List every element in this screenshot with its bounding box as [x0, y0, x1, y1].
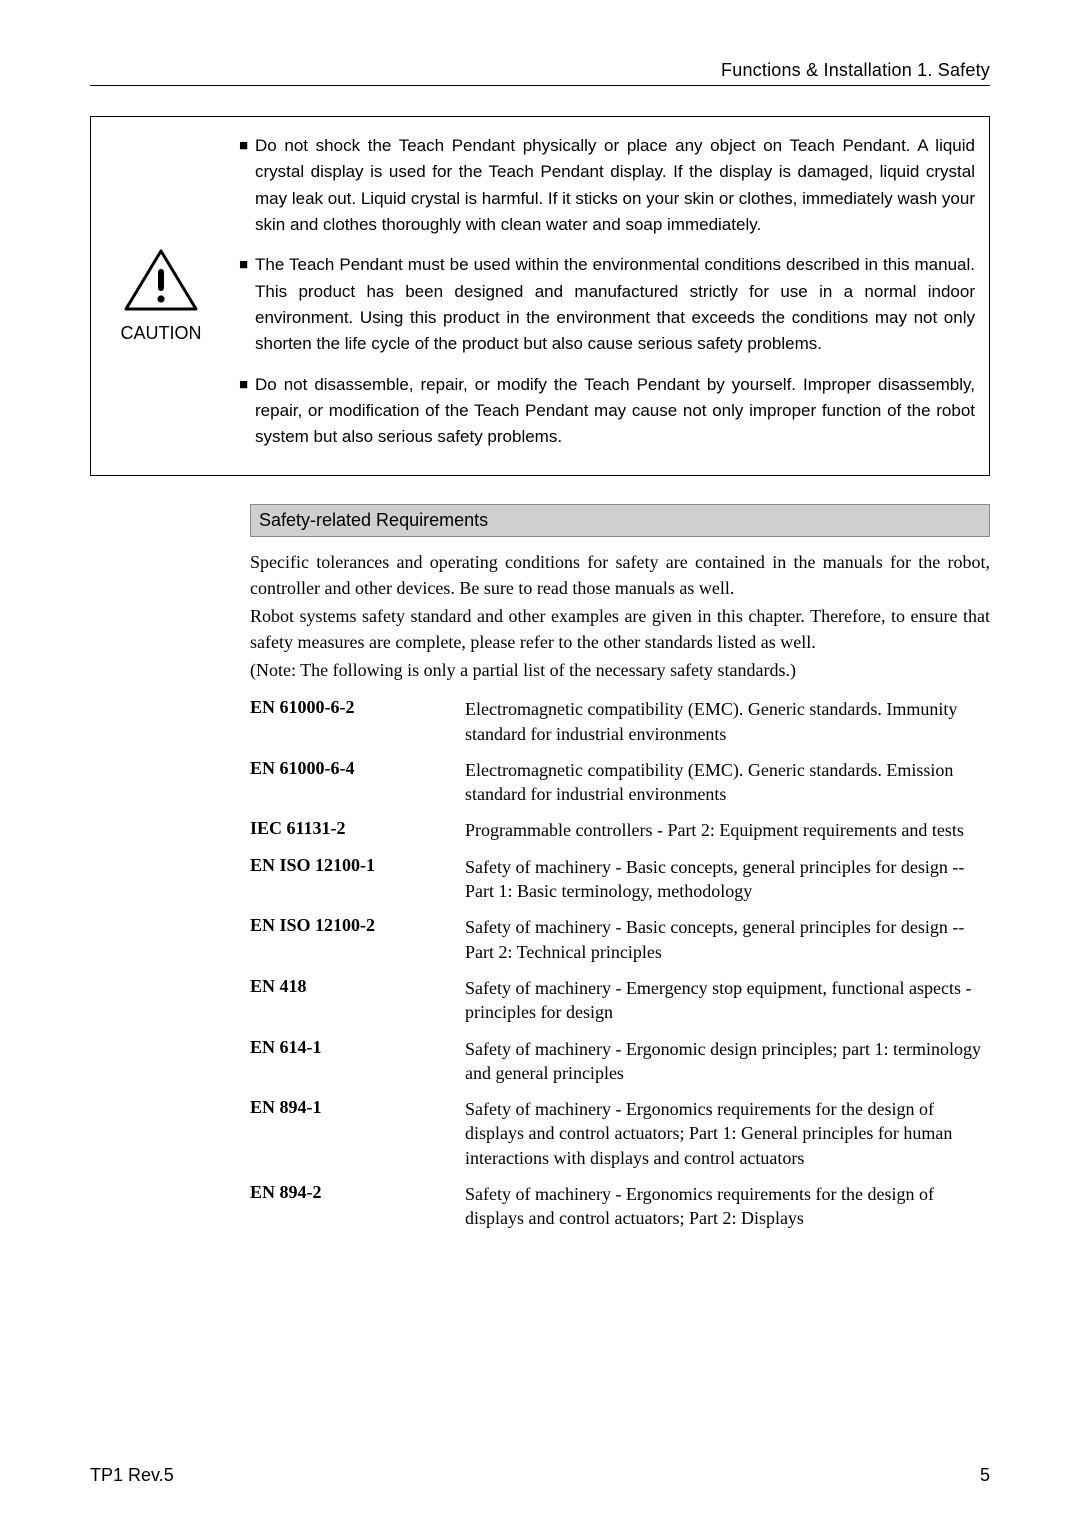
table-row: EN 61000-6-4 Electromagnetic compatibili…	[250, 758, 990, 807]
standard-val: Programmable controllers - Part 2: Equip…	[465, 818, 990, 842]
standard-key: EN ISO 12100-1	[250, 855, 465, 904]
intro-para: Robot systems safety standard and other …	[250, 603, 990, 655]
intro-para: Specific tolerances and operating condit…	[250, 549, 990, 601]
section-title-bar: Safety-related Requirements	[250, 504, 990, 537]
standard-val: Electromagnetic compatibility (EMC). Gen…	[465, 697, 990, 746]
caution-bullet: ■ Do not shock the Teach Pendant physica…	[239, 133, 975, 238]
footer: TP1 Rev.5 5	[90, 1465, 990, 1486]
standard-val: Safety of machinery - Ergonomics require…	[465, 1182, 990, 1231]
table-row: IEC 61131-2 Programmable controllers - P…	[250, 818, 990, 842]
standard-key: EN 418	[250, 976, 465, 1025]
standard-key: EN 894-2	[250, 1182, 465, 1231]
table-row: EN 894-2 Safety of machinery - Ergonomic…	[250, 1182, 990, 1231]
caution-left-cell: CAUTION	[91, 117, 231, 475]
table-row: EN 894-1 Safety of machinery - Ergonomic…	[250, 1097, 990, 1170]
section-title: Safety-related Requirements	[259, 510, 488, 530]
standard-val: Safety of machinery - Ergonomic design p…	[465, 1037, 990, 1086]
caution-body: ■ Do not shock the Teach Pendant physica…	[231, 117, 989, 475]
bullet-marker: ■	[239, 372, 255, 451]
table-row: EN 61000-6-2 Electromagnetic compatibili…	[250, 697, 990, 746]
standard-key: EN 614-1	[250, 1037, 465, 1086]
table-row: EN ISO 12100-2 Safety of machinery - Bas…	[250, 915, 990, 964]
bullet-marker: ■	[239, 133, 255, 238]
caution-label: CAUTION	[121, 323, 202, 344]
standards-table: EN 61000-6-2 Electromagnetic compatibili…	[250, 697, 990, 1230]
header-rule: Functions & Installation 1. Safety	[90, 60, 990, 86]
footer-right: 5	[980, 1465, 990, 1486]
standard-key: IEC 61131-2	[250, 818, 465, 842]
standard-key: EN 894-1	[250, 1097, 465, 1170]
table-row: EN 418 Safety of machinery - Emergency s…	[250, 976, 990, 1025]
standard-key: EN 61000-6-4	[250, 758, 465, 807]
footer-left: TP1 Rev.5	[90, 1465, 174, 1486]
caution-text: Do not shock the Teach Pendant physicall…	[255, 133, 975, 238]
table-row: EN ISO 12100-1 Safety of machinery - Bas…	[250, 855, 990, 904]
standard-key: EN 61000-6-2	[250, 697, 465, 746]
bullet-marker: ■	[239, 252, 255, 357]
caution-text: The Teach Pendant must be used within th…	[255, 252, 975, 357]
standard-val: Safety of machinery - Ergonomics require…	[465, 1097, 990, 1170]
caution-bullet: ■ The Teach Pendant must be used within …	[239, 252, 975, 357]
caution-text: Do not disassemble, repair, or modify th…	[255, 372, 975, 451]
intro-note: (Note: The following is only a partial l…	[250, 657, 990, 683]
standard-val: Safety of machinery - Basic concepts, ge…	[465, 915, 990, 964]
standard-val: Safety of machinery - Basic concepts, ge…	[465, 855, 990, 904]
caution-bullet: ■ Do not disassemble, repair, or modify …	[239, 372, 975, 451]
standard-val: Electromagnetic compatibility (EMC). Gen…	[465, 758, 990, 807]
section-body: Specific tolerances and operating condit…	[250, 549, 990, 1231]
standard-key: EN ISO 12100-2	[250, 915, 465, 964]
caution-icon	[122, 247, 200, 315]
standard-val: Safety of machinery - Emergency stop equ…	[465, 976, 990, 1025]
header-title: Functions & Installation 1. Safety	[721, 60, 990, 80]
caution-box: CAUTION ■ Do not shock the Teach Pendant…	[90, 116, 990, 476]
table-row: EN 614-1 Safety of machinery - Ergonomic…	[250, 1037, 990, 1086]
page: Functions & Installation 1. Safety CAUTI…	[0, 0, 1080, 1528]
